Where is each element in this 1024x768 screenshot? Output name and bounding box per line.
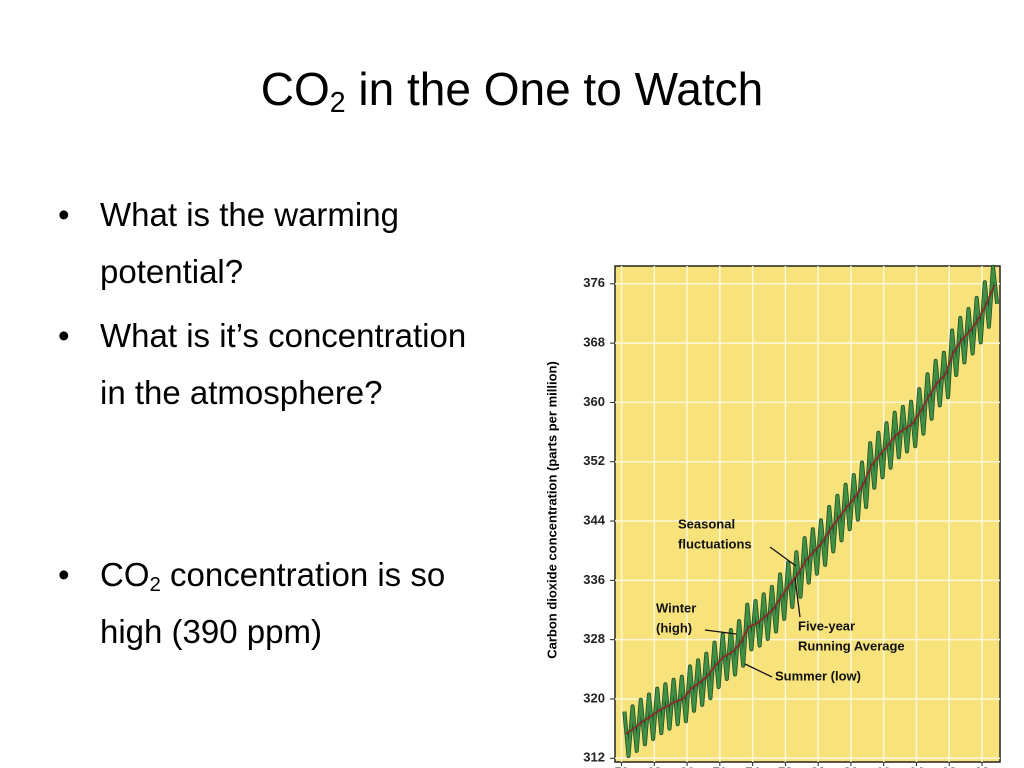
y-tick-label: 376 bbox=[583, 275, 605, 290]
annotation: fluctuations bbox=[678, 536, 752, 551]
x-tick-label: 86 bbox=[844, 764, 858, 768]
title-text: CO bbox=[260, 63, 330, 115]
x-tick-label: 70 bbox=[713, 764, 727, 768]
bullet: • What is it’s concentration in the atmos… bbox=[58, 307, 498, 421]
y-tick-label: 328 bbox=[583, 631, 605, 646]
x-tick-label: 90 bbox=[876, 764, 890, 768]
annotation: Summer (low) bbox=[775, 668, 861, 683]
annotation: Five-year bbox=[798, 618, 855, 633]
plot-background bbox=[614, 265, 1001, 763]
bullet-text: concentration is so high (390 ppm) bbox=[100, 556, 446, 650]
x-tick-label: 58 bbox=[614, 764, 628, 768]
x-tick-label: 94 bbox=[909, 764, 924, 768]
annotation: (high) bbox=[656, 620, 692, 635]
title-text: in the One to Watch bbox=[345, 63, 764, 115]
x-tick-label: 66 bbox=[680, 764, 694, 768]
annotation: Winter bbox=[656, 600, 696, 615]
y-tick-label: 352 bbox=[583, 453, 605, 468]
bullet-text: What is the warming potential? bbox=[100, 196, 399, 290]
y-tick-label: 344 bbox=[583, 512, 605, 527]
annotation: Seasonal bbox=[678, 516, 735, 531]
y-tick-label: 312 bbox=[583, 750, 605, 765]
leader-line bbox=[794, 577, 801, 618]
slide-title: CO2 in the One to Watch bbox=[0, 62, 1024, 120]
bullet-text: What is it’s concentration in the atmosp… bbox=[100, 317, 467, 411]
bullet-text: CO bbox=[100, 556, 150, 593]
x-tick-label: 78 bbox=[778, 764, 792, 768]
y-tick-label: 360 bbox=[583, 394, 605, 409]
bullet-subscript: 2 bbox=[149, 573, 161, 597]
x-tick-label: 62 bbox=[647, 764, 661, 768]
leader-line bbox=[744, 663, 773, 678]
y-tick-label: 336 bbox=[583, 572, 605, 587]
leader-line bbox=[704, 629, 737, 635]
x-tick-label: 82 bbox=[811, 764, 825, 768]
y-axis-label: Carbon dioxide concentration (parts per … bbox=[544, 361, 559, 659]
annotation: Running Average bbox=[798, 638, 905, 653]
x-tick-label: 98 bbox=[942, 764, 956, 768]
x-tick-label: 02 bbox=[975, 764, 989, 768]
y-tick-label: 320 bbox=[583, 690, 605, 705]
bullet: • CO2 concentration is so high (390 ppm) bbox=[58, 556, 446, 650]
series-line bbox=[625, 284, 996, 735]
leader-line bbox=[769, 546, 797, 567]
x-tick-label: 74 bbox=[745, 764, 760, 768]
title-subscript: 2 bbox=[329, 87, 346, 120]
y-tick-label: 368 bbox=[583, 335, 605, 350]
bullet: • What is the warming potential? bbox=[58, 186, 498, 300]
